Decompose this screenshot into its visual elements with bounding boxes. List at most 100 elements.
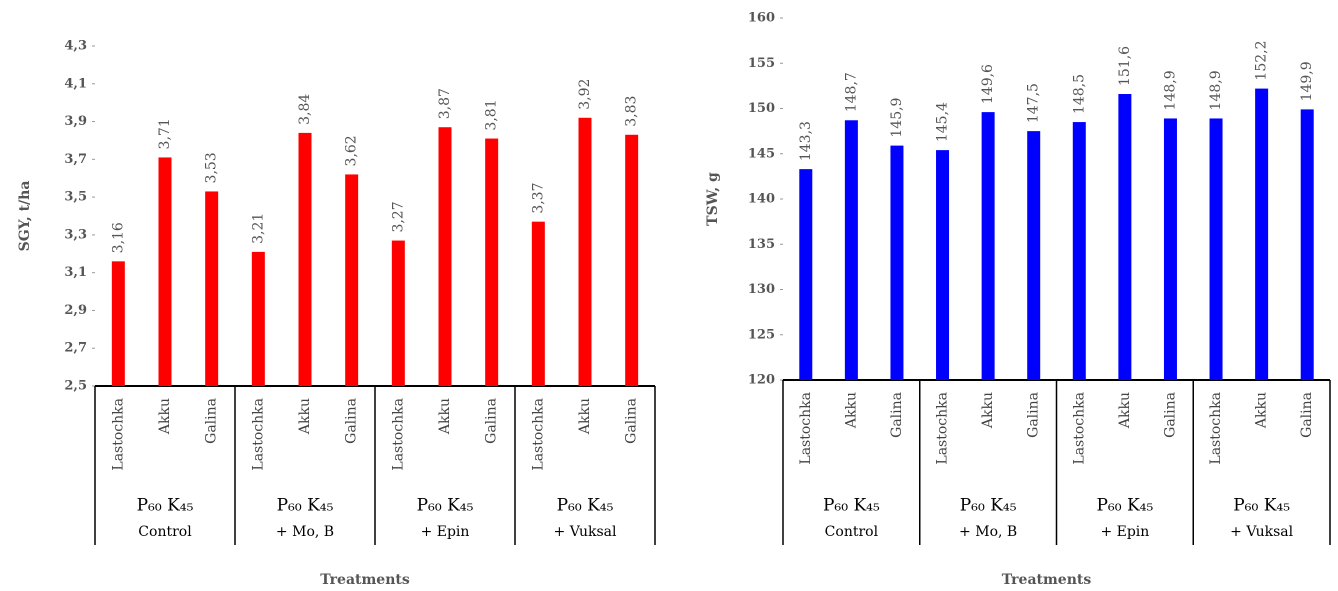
group-note: + Vuksal: [1230, 524, 1293, 540]
x-tick-label: Akku: [577, 398, 593, 435]
x-tick-label: Akku: [437, 398, 453, 435]
bar: [844, 120, 858, 380]
chart: 2,5 2,7 2,9 3,1 3,3 3,5 3,7 3,9 4,1 4,3 SGY, t/ha 3…: [17, 39, 656, 588]
x-tick-label: Lastochka: [1208, 392, 1224, 465]
bar: [391, 240, 405, 386]
x-tick-label: Akku: [980, 392, 996, 429]
x-tick-label: Lastochka: [390, 398, 406, 471]
value-label: 3,87: [437, 88, 453, 119]
group-note: + Vuksal: [554, 524, 617, 540]
y-tick-label: 3,9: [64, 114, 87, 129]
bar: [205, 191, 219, 386]
group-label: P₆₀ K₄₅: [137, 496, 194, 516]
group-label: P₆₀ K₄₅: [1096, 496, 1153, 516]
x-tick-label: Galina: [1162, 392, 1178, 438]
bar: [1163, 118, 1177, 380]
group-label: P₆₀ K₄₅: [417, 496, 474, 516]
group-label: P₆₀ K₄₅: [277, 496, 334, 516]
value-label: 3,37: [530, 182, 546, 213]
y-tick-label: 150: [748, 101, 775, 116]
y-tick-label: 3,3: [64, 227, 87, 242]
bar: [1027, 131, 1041, 380]
bar: [1255, 88, 1269, 380]
value-label: 3,16: [110, 222, 126, 253]
bar: [1072, 122, 1086, 380]
group-note: + Mo, B: [276, 524, 334, 540]
bar: [936, 150, 950, 380]
y-tick-label: 2,7: [64, 341, 87, 356]
bar: [799, 169, 813, 380]
x-axis-title: Treatments: [320, 572, 410, 588]
bar: [438, 127, 452, 386]
value-label: 148,9: [1208, 70, 1224, 110]
bar: [111, 261, 125, 386]
x-tick-label: Lastochka: [798, 392, 814, 465]
bar: [345, 174, 359, 386]
y-tick-label: 3,5: [64, 190, 87, 205]
y-tick-label: 2,9: [64, 303, 87, 318]
value-label: 145,4: [935, 102, 951, 142]
y-tick-label: 120: [748, 373, 775, 388]
x-tick-label: Galina: [1299, 392, 1315, 438]
group-label: P₆₀ K₄₅: [557, 496, 614, 516]
y-tick-label: 160: [748, 11, 775, 26]
value-label: 3,53: [204, 152, 220, 183]
value-label: 148,9: [1162, 70, 1178, 110]
group-label: P₆₀ K₄₅: [960, 496, 1017, 516]
x-tick-label: Lastochka: [110, 398, 126, 471]
x-tick-label: Akku: [157, 398, 173, 435]
bar: [578, 117, 592, 387]
group-note: + Epin: [1100, 524, 1149, 540]
chart: 120 125 130 135 140 145 150 155 160 TSW, g 143,3 La…: [705, 11, 1331, 588]
group-note: + Mo, B: [959, 524, 1017, 540]
y-tick-label: 145: [748, 146, 775, 161]
y-tick-label: 125: [748, 327, 775, 342]
x-tick-label: Akku: [1117, 392, 1133, 429]
bar: [1118, 94, 1132, 381]
bar: [1209, 118, 1223, 380]
y-tick-label: 130: [748, 282, 775, 297]
y-tick-label: 140: [748, 192, 775, 207]
x-tick-label: Akku: [297, 398, 313, 435]
x-tick-label: Lastochka: [1071, 392, 1087, 465]
bar: [485, 138, 499, 386]
value-label: 147,5: [1026, 83, 1042, 123]
group-note: Control: [138, 524, 192, 540]
y-axis-title: TSW, g: [705, 172, 721, 226]
x-tick-label: Lastochka: [935, 392, 951, 465]
bar: [158, 157, 172, 386]
value-label: 149,6: [980, 64, 996, 104]
value-label: 152,2: [1254, 40, 1270, 80]
value-label: 3,84: [297, 94, 313, 125]
group-label: P₆₀ K₄₅: [1233, 496, 1290, 516]
value-label: 3,62: [344, 135, 360, 166]
x-tick-label: Galina: [484, 398, 500, 444]
x-axis-title: Treatments: [1002, 572, 1092, 588]
value-label: 3,71: [157, 118, 173, 149]
value-label: 3,81: [484, 99, 500, 130]
value-label: 143,3: [798, 121, 814, 161]
bar: [298, 132, 312, 386]
x-tick-label: Galina: [344, 398, 360, 444]
y-tick-label: 4,3: [64, 39, 87, 54]
x-tick-label: Akku: [843, 392, 859, 429]
bar: [531, 221, 545, 386]
x-tick-label: Galina: [1026, 392, 1042, 438]
y-tick-label: 2,5: [64, 379, 87, 394]
bar: [981, 112, 995, 381]
value-label: 3,21: [250, 213, 266, 244]
value-label: 145,9: [889, 98, 905, 138]
group-label: P₆₀ K₄₅: [823, 496, 880, 516]
y-tick-label: 135: [748, 237, 775, 252]
group-note: Control: [825, 524, 879, 540]
y-tick-label: 155: [748, 56, 775, 71]
bar: [625, 134, 639, 386]
value-label: 3,83: [624, 96, 640, 127]
x-tick-label: Akku: [1254, 392, 1270, 429]
group-note: + Epin: [421, 524, 470, 540]
y-tick-label: 3,7: [64, 152, 87, 167]
y-axis-title: SGY, t/ha: [17, 181, 33, 252]
x-tick-label: Galina: [624, 398, 640, 444]
x-tick-label: Lastochka: [530, 398, 546, 471]
